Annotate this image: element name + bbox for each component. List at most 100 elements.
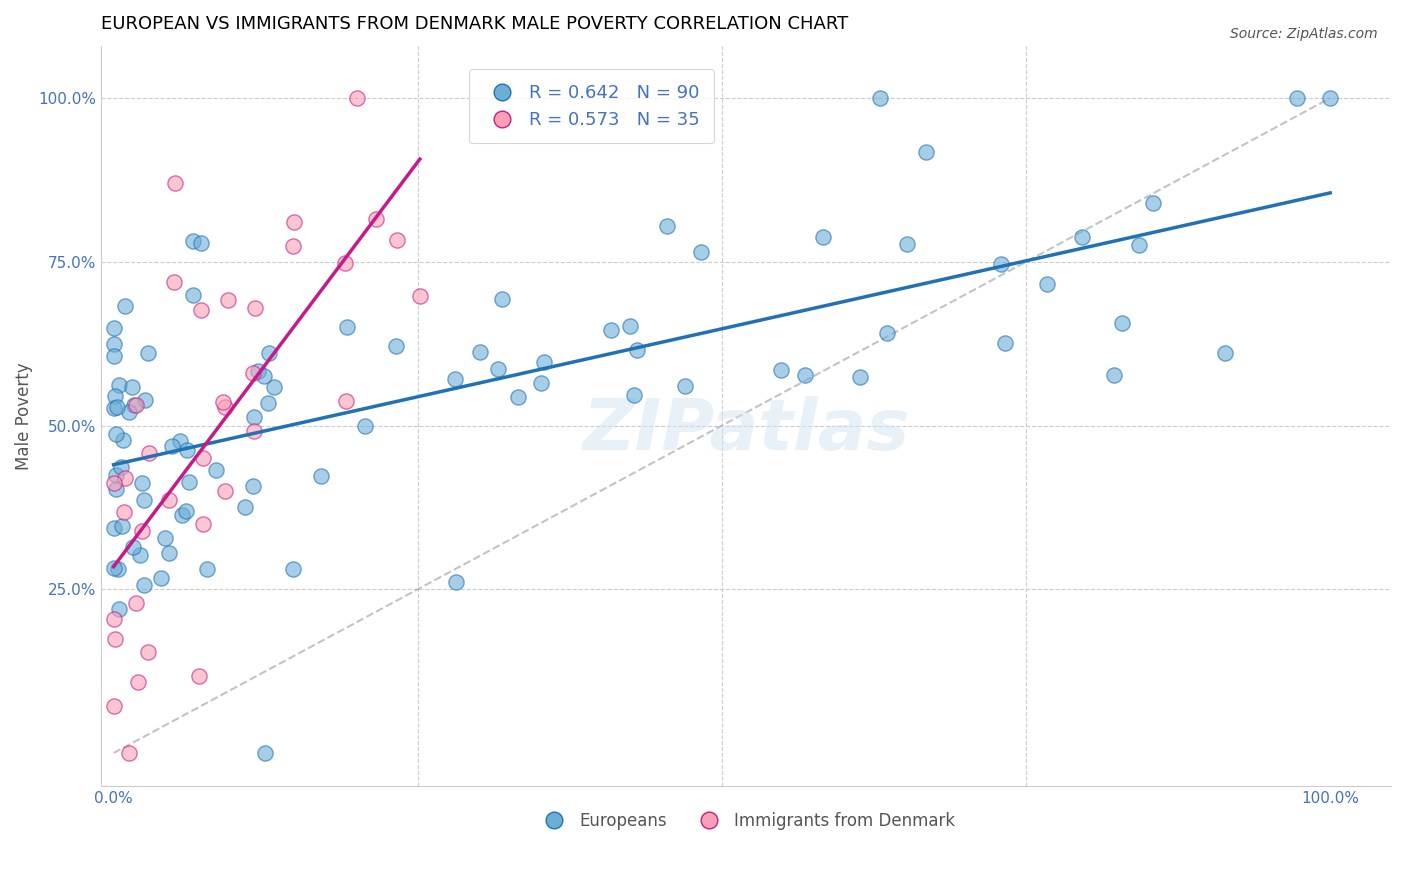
Point	[160, 439, 183, 453]
Point	[190, 236, 212, 251]
Point	[132, 578, 155, 592]
Point	[623, 388, 645, 402]
Point	[599, 323, 621, 337]
Point	[491, 292, 513, 306]
Point	[131, 475, 153, 490]
Point	[103, 476, 125, 491]
Point	[619, 319, 641, 334]
Point	[190, 303, 212, 318]
Point	[385, 233, 408, 247]
Point	[165, 176, 187, 190]
Point	[657, 219, 679, 234]
Point	[121, 540, 143, 554]
Point	[105, 483, 128, 497]
Point	[118, 405, 141, 419]
Point	[793, 368, 815, 383]
Point	[1071, 229, 1094, 244]
Point	[281, 239, 304, 253]
Point	[243, 410, 266, 425]
Point	[112, 505, 135, 519]
Point	[181, 235, 204, 249]
Point	[104, 467, 127, 482]
Point	[508, 390, 530, 404]
Point	[125, 398, 148, 412]
Point	[169, 434, 191, 449]
Point	[876, 326, 898, 340]
Point	[103, 612, 125, 626]
Point	[124, 398, 146, 412]
Point	[1286, 91, 1309, 105]
Point	[104, 632, 127, 646]
Point	[136, 645, 159, 659]
Point	[214, 484, 236, 499]
Point	[172, 508, 194, 522]
Point	[138, 446, 160, 460]
Point	[243, 301, 266, 315]
Point	[107, 602, 129, 616]
Point	[690, 244, 713, 259]
Point	[673, 379, 696, 393]
Point	[103, 401, 125, 416]
Point	[134, 393, 156, 408]
Point	[336, 319, 359, 334]
Point	[214, 400, 236, 414]
Point	[131, 524, 153, 538]
Point	[257, 346, 280, 360]
Point	[335, 394, 357, 409]
Point	[281, 562, 304, 576]
Point	[849, 369, 872, 384]
Point	[110, 459, 132, 474]
Point	[132, 493, 155, 508]
Point	[409, 289, 432, 303]
Point	[118, 746, 141, 760]
Point	[188, 668, 211, 682]
Point	[193, 451, 215, 466]
Point	[813, 230, 835, 244]
Point	[1102, 368, 1125, 382]
Point	[1213, 346, 1236, 360]
Point	[364, 212, 387, 227]
Point	[103, 521, 125, 535]
Point	[253, 368, 276, 383]
Point	[333, 256, 356, 270]
Y-axis label: Male Poverty: Male Poverty	[15, 362, 32, 469]
Point	[104, 389, 127, 403]
Point	[157, 546, 180, 560]
Point	[257, 396, 280, 410]
Point	[1128, 238, 1150, 252]
Point	[111, 433, 134, 447]
Point	[468, 345, 491, 359]
Point	[217, 293, 239, 307]
Point	[105, 400, 128, 414]
Point	[183, 288, 205, 302]
Point	[486, 361, 509, 376]
Point	[915, 145, 938, 159]
Point	[770, 362, 793, 376]
Point	[108, 377, 131, 392]
Point	[253, 746, 276, 760]
Point	[111, 518, 134, 533]
Point	[176, 443, 198, 458]
Text: ZIPatlas: ZIPatlas	[582, 396, 910, 465]
Point	[243, 424, 266, 438]
Point	[114, 299, 136, 313]
Point	[191, 516, 214, 531]
Point	[127, 675, 149, 690]
Point	[1142, 196, 1164, 211]
Point	[242, 478, 264, 492]
Point	[247, 364, 270, 378]
Point	[177, 475, 200, 490]
Point	[1319, 91, 1341, 105]
Point	[242, 366, 264, 380]
Point	[136, 346, 159, 360]
Point	[149, 571, 172, 585]
Point	[107, 562, 129, 576]
Point	[309, 469, 332, 483]
Point	[157, 493, 180, 508]
Point	[346, 91, 368, 105]
Point	[121, 380, 143, 394]
Point	[533, 355, 555, 369]
Point	[263, 379, 285, 393]
Point	[103, 561, 125, 575]
Point	[626, 343, 648, 357]
